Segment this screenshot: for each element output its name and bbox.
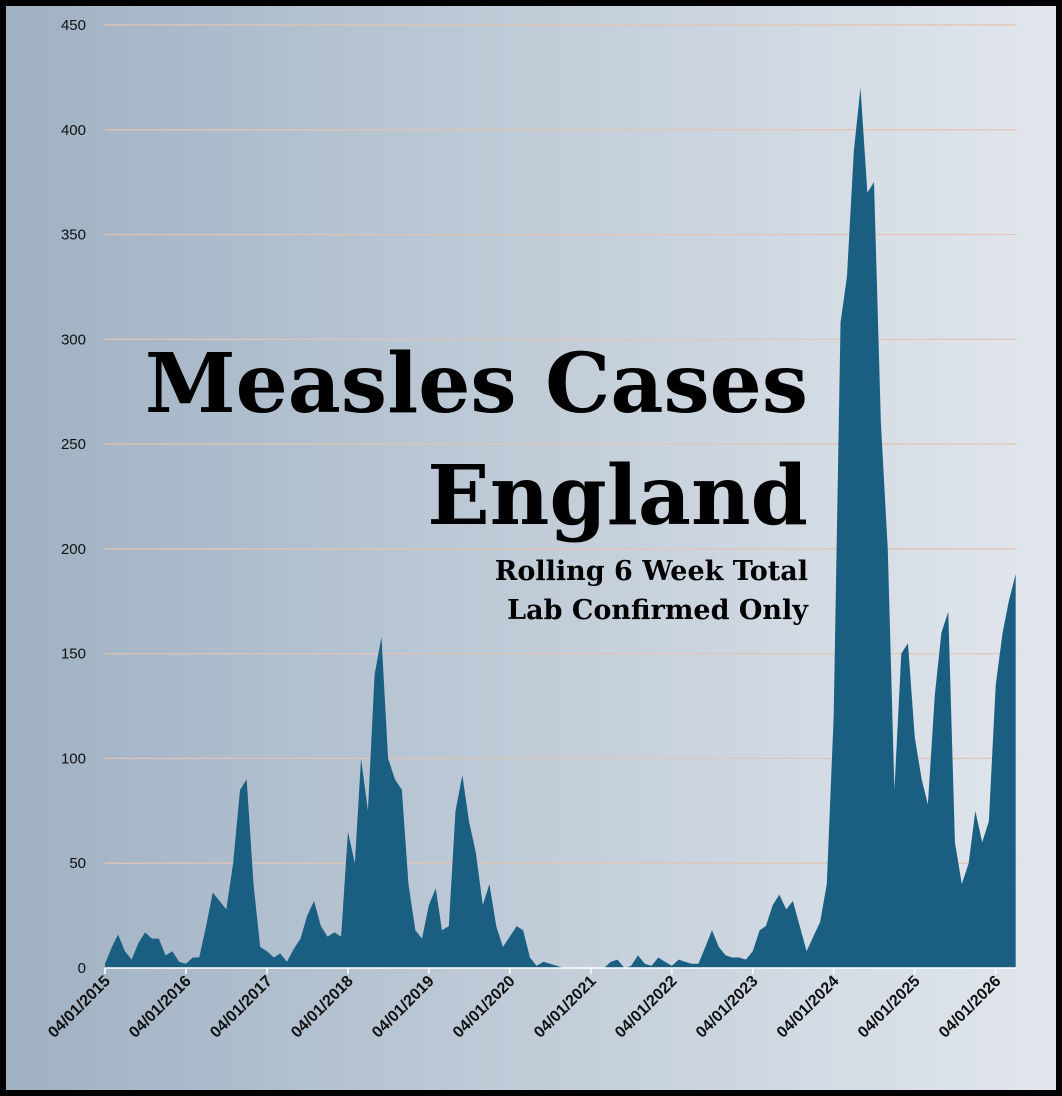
y-tick-label: 50 (69, 855, 86, 872)
area (105, 87, 1016, 968)
chart-title: Measles Cases (145, 336, 808, 432)
y-tick-label: 150 (61, 646, 86, 663)
y-tick-label: 350 (61, 227, 86, 244)
y-tick-label: 250 (61, 436, 86, 453)
chart-title: England (427, 448, 808, 544)
y-tick-label: 450 (61, 17, 86, 34)
y-tick-label: 0 (78, 960, 86, 977)
y-tick-label: 200 (61, 541, 86, 558)
chart-subtitle: Rolling 6 Week Total (495, 556, 808, 587)
y-tick-label: 400 (61, 122, 86, 139)
y-tick-label: 300 (61, 331, 86, 348)
y-tick-label: 100 (61, 750, 86, 767)
chart-subtitle: Lab Confirmed Only (507, 595, 809, 626)
